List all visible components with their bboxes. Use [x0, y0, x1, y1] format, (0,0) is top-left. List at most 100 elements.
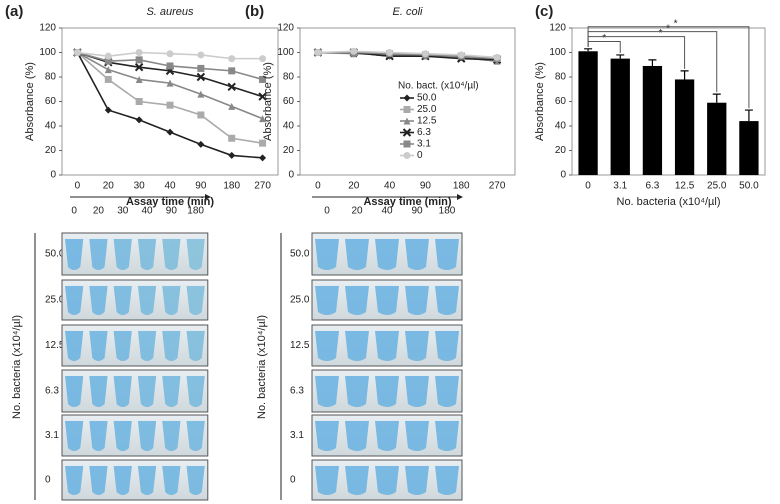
tube [315, 331, 339, 361]
time-label: 40 [381, 206, 393, 217]
x-tick-label: 0 [585, 181, 591, 192]
x-tick-label: 6.3 [645, 181, 659, 192]
tube [435, 286, 459, 315]
tube [113, 421, 132, 451]
time-label: 40 [141, 206, 153, 217]
marker [259, 154, 267, 162]
marker [135, 116, 143, 124]
legend-label: 12.5 [417, 116, 437, 127]
marker [386, 49, 394, 56]
tube [89, 421, 108, 451]
legend-marker [403, 140, 411, 148]
time-label: 180 [187, 206, 204, 217]
tube [65, 466, 84, 495]
tube [315, 421, 339, 451]
row-label: 25.0 [45, 295, 65, 306]
marker [197, 64, 205, 72]
y-tick-label: 20 [555, 145, 567, 156]
photo-strip [61, 279, 209, 321]
marker [104, 106, 112, 114]
x-tick-label: 40 [384, 181, 396, 192]
legend-label: 0 [417, 150, 423, 161]
x-axis-title: Assay time (min) [363, 196, 451, 208]
photo-strip [61, 459, 209, 501]
x-tick-label: 90 [195, 181, 207, 192]
y-tick-label: 40 [45, 121, 57, 132]
x-tick-label: 3.1 [613, 181, 627, 192]
marker [166, 50, 174, 58]
tube [186, 466, 205, 495]
chart-title: S. aureus [146, 6, 194, 18]
time-label: 30 [117, 206, 129, 217]
tube [405, 286, 429, 315]
y-tick-label: 0 [288, 170, 294, 181]
significance-bracket [587, 26, 750, 109]
bar [642, 65, 663, 175]
tube [345, 286, 369, 315]
tube [435, 421, 459, 451]
tube [435, 239, 459, 270]
tube [113, 239, 132, 270]
tube [162, 286, 181, 315]
y-tick-label: 60 [45, 96, 57, 107]
x-tick-label: 0 [75, 181, 81, 192]
y-axis-title: Absorbance (%) [534, 62, 546, 141]
y-tick-label: 60 [283, 96, 295, 107]
series-line [317, 50, 498, 59]
tube [113, 466, 132, 495]
significance-label: * [602, 33, 606, 44]
tube [345, 331, 369, 361]
time-label: 90 [166, 206, 178, 217]
marker [196, 72, 206, 82]
x-tick-label: 40 [164, 181, 176, 192]
y-tick-label: 100 [277, 47, 294, 58]
tube [405, 331, 429, 361]
row-label: 25.0 [290, 295, 310, 306]
x-tick-label: 270 [254, 181, 271, 192]
tube [162, 421, 181, 451]
marker [197, 90, 205, 98]
marker [166, 128, 174, 136]
photo-strip [61, 369, 209, 413]
significance-label: * [674, 18, 678, 29]
row-label: 0 [290, 475, 296, 486]
tube [65, 331, 84, 361]
panel-label: (b) [245, 3, 264, 20]
x-tick-label: 50.0 [739, 181, 759, 192]
tube [405, 466, 429, 495]
tube [113, 376, 132, 407]
tube [405, 421, 429, 451]
y-tick-label: 80 [283, 72, 295, 83]
marker [135, 56, 143, 64]
tube [137, 286, 157, 315]
tube [137, 421, 157, 451]
marker [104, 75, 112, 83]
time-label: 180 [439, 206, 456, 217]
bar [739, 121, 759, 175]
x-axis-title: Assay time (min) [126, 196, 214, 208]
legend-label: 3.1 [417, 139, 431, 150]
tube [186, 239, 205, 270]
x-tick-label: 25.0 [707, 181, 727, 192]
error-bar [584, 48, 593, 52]
marker [166, 101, 174, 109]
tube [345, 239, 369, 270]
tube [375, 239, 399, 270]
row-label: 50.0 [290, 249, 310, 260]
marker [258, 92, 267, 101]
chart-title: E. coli [393, 6, 424, 18]
legend-label: 50.0 [417, 93, 437, 104]
significance-label: * [659, 28, 663, 39]
marker [104, 52, 112, 60]
marker [228, 134, 236, 142]
marker [104, 57, 112, 65]
marker [228, 55, 236, 63]
legend-marker [402, 128, 412, 137]
row-label: 3.1 [290, 430, 304, 441]
tube [315, 286, 339, 315]
bar [707, 102, 727, 175]
tube [162, 466, 181, 495]
marker [134, 62, 144, 72]
series-line [317, 51, 498, 60]
